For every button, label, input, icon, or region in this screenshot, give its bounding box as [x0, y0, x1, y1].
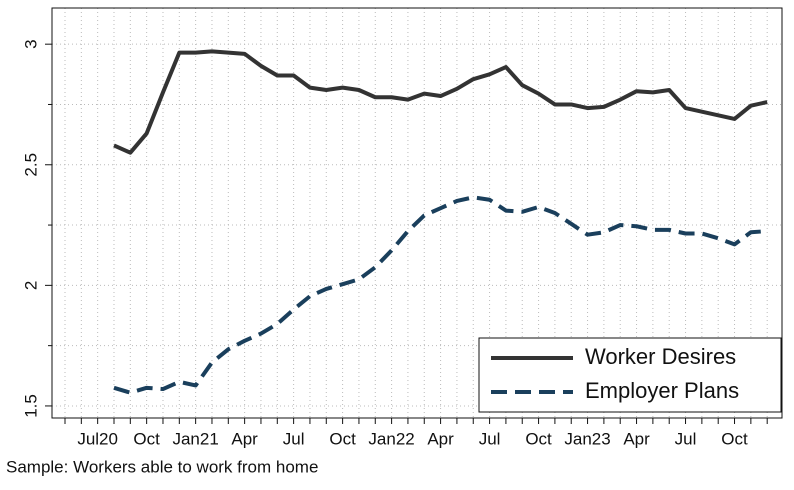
x-tick-label: Oct: [721, 429, 748, 448]
x-tick-label: Jul: [479, 429, 501, 448]
x-tick-label: Jan22: [368, 429, 414, 448]
plot-frame: [51, 7, 783, 419]
x-tick-label: Jan21: [172, 429, 218, 448]
legend: Worker Desires Employer Plans: [478, 337, 782, 413]
x-tick-label: Apr: [231, 429, 258, 448]
series-line: [113, 49, 768, 155]
x-tick-label: Jul: [283, 429, 305, 448]
x-tick-label: Apr: [623, 429, 650, 448]
x-tick-label: Jul: [675, 429, 697, 448]
y-tick-label: 1.5: [21, 394, 40, 418]
x-tick-label: Oct: [329, 429, 356, 448]
legend-label: Worker Desires: [585, 344, 736, 369]
legend-label: Employer Plans: [585, 378, 739, 403]
x-tick-label: Jul20: [77, 429, 118, 448]
note: Sample: Workers able to work from home: [6, 457, 318, 476]
y-tick-label: 2: [21, 281, 40, 290]
x-tick-label: Jan23: [564, 429, 610, 448]
x-tick-label: Oct: [133, 429, 160, 448]
series-line: [113, 195, 768, 395]
legend-box: [478, 337, 782, 413]
y-tick-label: 2.5: [21, 153, 40, 177]
y-tick-label: 3: [21, 39, 40, 48]
x-tick-label: Apr: [427, 429, 454, 448]
x-tick-label: Oct: [525, 429, 552, 448]
